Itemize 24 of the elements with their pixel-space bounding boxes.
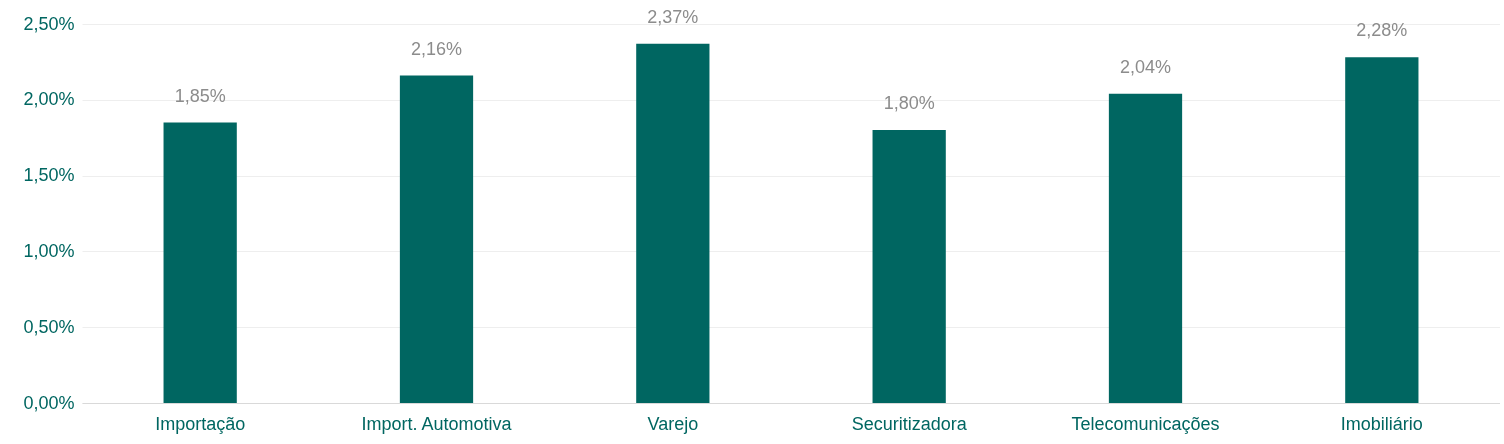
y-tick-label: 0,00%	[23, 392, 75, 413]
data-label: 2,16%	[410, 38, 463, 59]
data-label: 2,04%	[1119, 56, 1172, 77]
data-label: 2,37%	[647, 6, 699, 27]
x-tick-label: Telecomunicações	[1071, 413, 1220, 434]
y-tick-label: 1,50%	[23, 165, 75, 186]
bar	[636, 43, 710, 403]
bar	[399, 75, 474, 403]
bar	[1108, 93, 1183, 403]
data-label: 1,85%	[174, 85, 226, 106]
x-tick-label: Imobiliário	[1340, 413, 1423, 434]
x-tick-label: Varejo	[647, 413, 699, 434]
y-tick-label: 1,00%	[23, 240, 75, 261]
x-tick-label: Import. Automotiva	[361, 413, 513, 434]
bar	[872, 130, 946, 403]
bar	[1345, 57, 1419, 403]
y-tick-label: 0,50%	[23, 316, 75, 337]
y-tick-label: 2,50%	[23, 13, 75, 34]
data-label: 1,80%	[883, 93, 935, 114]
x-tick-label: Securitizadora	[851, 413, 968, 434]
data-label: 2,28%	[1356, 20, 1408, 41]
x-tick-label: Importação	[155, 413, 246, 434]
y-tick-label: 2,00%	[23, 89, 75, 110]
bar	[163, 122, 237, 403]
